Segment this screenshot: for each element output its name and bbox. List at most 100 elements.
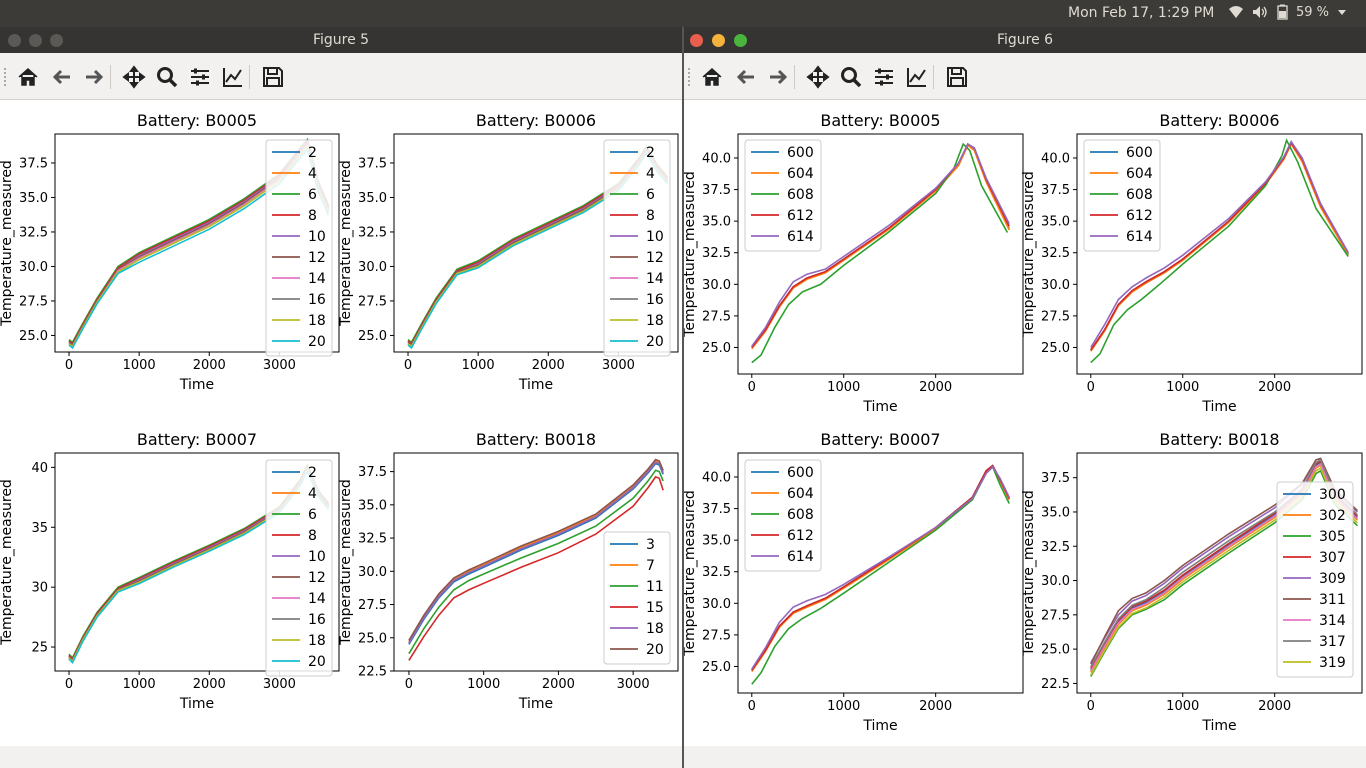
system-clock[interactable]: Mon Feb 17, 1:29 PM — [1068, 5, 1215, 21]
legend-label: 16 — [646, 292, 664, 308]
zoom-icon[interactable] — [155, 65, 179, 89]
x-axis-label: Time — [862, 399, 897, 415]
y-tick-label: 40.0 — [702, 471, 731, 486]
toolbar-grip[interactable] — [688, 68, 691, 86]
x-axis-label: Time — [862, 718, 897, 734]
legend-label: 314 — [1319, 613, 1346, 629]
close-button[interactable] — [8, 34, 21, 47]
minimize-button[interactable] — [712, 34, 725, 47]
window-titlebar[interactable]: Figure 6 — [684, 27, 1366, 53]
zoom-icon[interactable] — [839, 65, 863, 89]
legend-label: 10 — [646, 229, 664, 245]
figure-canvas[interactable]: Battery: B0005 0 1000 2000 3000 25.0 27.5 30.0 3… — [0, 100, 682, 746]
legend-label: 319 — [1319, 655, 1346, 671]
close-button[interactable] — [690, 34, 703, 47]
legend-label: 2 — [308, 145, 317, 161]
series-line-7 — [408, 460, 664, 643]
legend-label: 12 — [308, 250, 326, 266]
forward-icon[interactable] — [82, 65, 106, 89]
toolbar-grip[interactable] — [4, 68, 7, 86]
series-line-311 — [1090, 457, 1358, 665]
axes-frame — [1076, 133, 1363, 375]
y-tick-label: 37.5 — [702, 183, 731, 198]
edit-curves-icon[interactable] — [905, 65, 929, 89]
legend-label: 11 — [646, 579, 664, 595]
x-tick-label: 2000 — [1258, 699, 1291, 714]
series-line-20 — [408, 458, 664, 641]
back-icon[interactable] — [734, 65, 758, 89]
legend-label: 6 — [308, 187, 317, 203]
series-line-612 — [751, 464, 1010, 671]
battery-percentage: 59 % — [1296, 4, 1330, 20]
x-tick-label: 0 — [1087, 699, 1095, 714]
y-tick-label: 30.0 — [702, 597, 731, 612]
legend-label: 16 — [308, 292, 326, 308]
series-lines — [408, 458, 664, 661]
x-tick-label: 2000 — [919, 699, 952, 714]
figure-canvas[interactable]: Battery: B0005 0 1000 2000 25.0 27.5 30.0 32.5 3… — [684, 100, 1366, 746]
y-tick-label: 27.5 — [1041, 608, 1070, 623]
legend-label: 20 — [646, 642, 664, 658]
legend-label: 614 — [1126, 229, 1153, 245]
wifi-icon[interactable] — [1228, 5, 1244, 19]
y-tick-label: 32.5 — [19, 225, 48, 240]
legend: 2 4 6 8 10 12 14 16 18 20 — [265, 459, 333, 677]
subplot-batteryb0006: Battery: B0006 0 1000 2000 25.0 27.5 30.0 32.5 3… — [1021, 111, 1363, 415]
x-axis-label: Time — [518, 696, 553, 712]
maximize-button[interactable] — [50, 34, 63, 47]
pan-icon[interactable] — [122, 65, 146, 89]
legend-label: 612 — [787, 528, 814, 544]
legend-label: 12 — [308, 570, 326, 586]
forward-icon[interactable] — [766, 65, 790, 89]
home-icon[interactable] — [700, 65, 724, 89]
volume-icon[interactable] — [1252, 5, 1268, 19]
x-tick-label: 3000 — [263, 358, 296, 373]
x-tick-label: 0 — [748, 699, 756, 714]
y-tick-label: 30.0 — [702, 278, 731, 293]
series-line-614 — [751, 142, 1010, 347]
edit-curves-icon[interactable] — [221, 65, 245, 89]
legend-label: 4 — [646, 166, 655, 182]
legend-label: 2 — [646, 145, 655, 161]
x-tick-label: 1000 — [1166, 380, 1199, 395]
subplot-title: Battery: B0018 — [476, 430, 596, 449]
y-axis-label: Temperature_measured — [338, 160, 354, 327]
series-line-604 — [1090, 142, 1349, 352]
series-lines — [751, 142, 1010, 364]
maximize-button[interactable] — [734, 34, 747, 47]
y-tick-label: 35.0 — [358, 498, 387, 513]
minimize-button[interactable] — [29, 34, 42, 47]
x-tick-label: 3000 — [602, 358, 635, 373]
legend-label: 614 — [787, 229, 814, 245]
y-tick-label: 25.0 — [1041, 643, 1070, 658]
home-icon[interactable] — [16, 65, 40, 89]
legend-label: 600 — [787, 145, 814, 161]
window-titlebar[interactable]: Figure 5 — [0, 27, 682, 53]
x-axis-label: Time — [179, 696, 214, 712]
series-line-319 — [1090, 466, 1358, 676]
back-icon[interactable] — [50, 65, 74, 89]
configure-subplots-icon[interactable] — [188, 65, 212, 89]
dropdown-icon[interactable] — [1337, 8, 1347, 16]
y-axis-label: Temperature_measured — [684, 490, 698, 657]
series-line-15 — [408, 475, 664, 661]
x-tick-label: 1000 — [123, 677, 156, 692]
y-axis-label: Temperature_measured — [1021, 171, 1037, 338]
configure-subplots-icon[interactable] — [872, 65, 896, 89]
y-tick-label: 27.5 — [1041, 309, 1070, 324]
x-axis-label: Time — [518, 377, 553, 393]
x-tick-label: 1000 — [462, 358, 495, 373]
battery-icon[interactable] — [1276, 4, 1288, 20]
y-tick-label: 25.0 — [358, 631, 387, 646]
save-icon[interactable] — [261, 65, 285, 89]
y-tick-label: 25.0 — [702, 660, 731, 675]
y-tick-label: 27.5 — [358, 294, 387, 309]
pan-icon[interactable] — [806, 65, 830, 89]
window-divider — [682, 27, 684, 768]
legend-label: 612 — [1126, 208, 1153, 224]
legend-label: 6 — [646, 187, 655, 203]
subplot-batteryb0005: Battery: B0005 0 1000 2000 3000 25.0 27.5 30.0 3… — [0, 111, 340, 393]
x-tick-label: 1000 — [123, 358, 156, 373]
save-icon[interactable] — [945, 65, 969, 89]
